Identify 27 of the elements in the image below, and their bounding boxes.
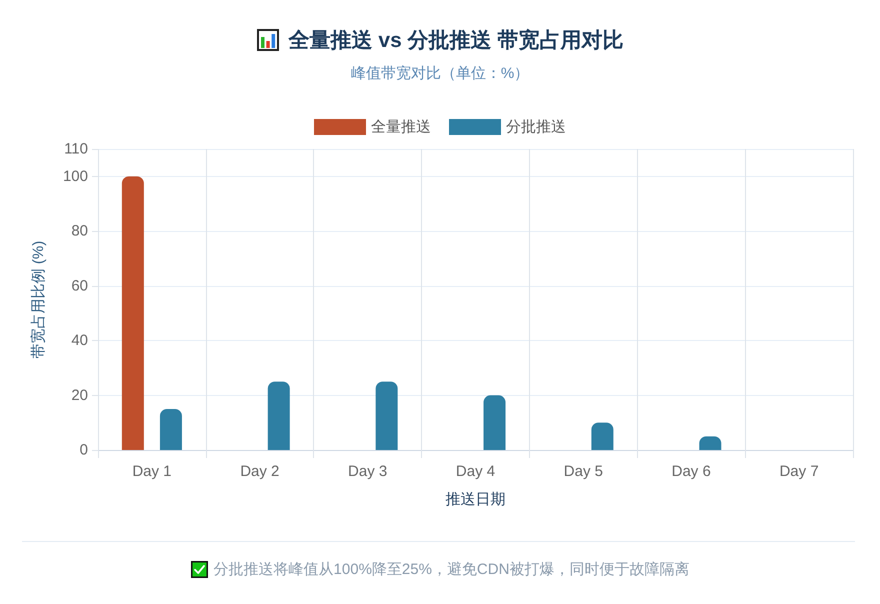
text: 分批推送将峰值从100%降至25%，避免CDN被打爆，同时便于故障隔离	[214, 560, 690, 579]
bar	[268, 382, 290, 450]
bar	[376, 382, 398, 450]
x-tick-label: Day 5	[564, 463, 603, 480]
y-tick-label: 110	[64, 140, 88, 158]
y-tick-label: 20	[71, 386, 88, 404]
x-tick-label: Day 6	[672, 463, 711, 480]
x-tick-label: Day 3	[348, 463, 388, 480]
legend-label: 全量推送	[371, 118, 431, 136]
bar	[484, 395, 506, 450]
bar	[160, 408, 182, 450]
y-tick-label: 0	[80, 442, 88, 458]
x-tick-label: Day 4	[456, 463, 496, 480]
y-axis-title: 带宽占用比例 (%)	[30, 240, 47, 358]
legend-label: 分批推送	[506, 118, 566, 136]
chart-title: 全量推送 vs 分批推送 带宽占用对比	[288, 28, 624, 54]
bar	[591, 422, 614, 450]
x-tick-label: Day 7	[779, 463, 819, 480]
y-tick-label: 80	[71, 222, 88, 240]
x-axis-title: 推送日期	[446, 491, 506, 508]
bar	[122, 176, 144, 450]
y-tick-label: 40	[71, 332, 88, 350]
x-tick-label: Day 1	[132, 463, 172, 480]
y-tick-label: 60	[71, 277, 88, 294]
x-tick-label: Day 2	[240, 463, 280, 480]
chart-subtitle: 峰值带宽对比（单位：%）	[350, 64, 530, 83]
y-tick-label: 100	[62, 168, 88, 185]
